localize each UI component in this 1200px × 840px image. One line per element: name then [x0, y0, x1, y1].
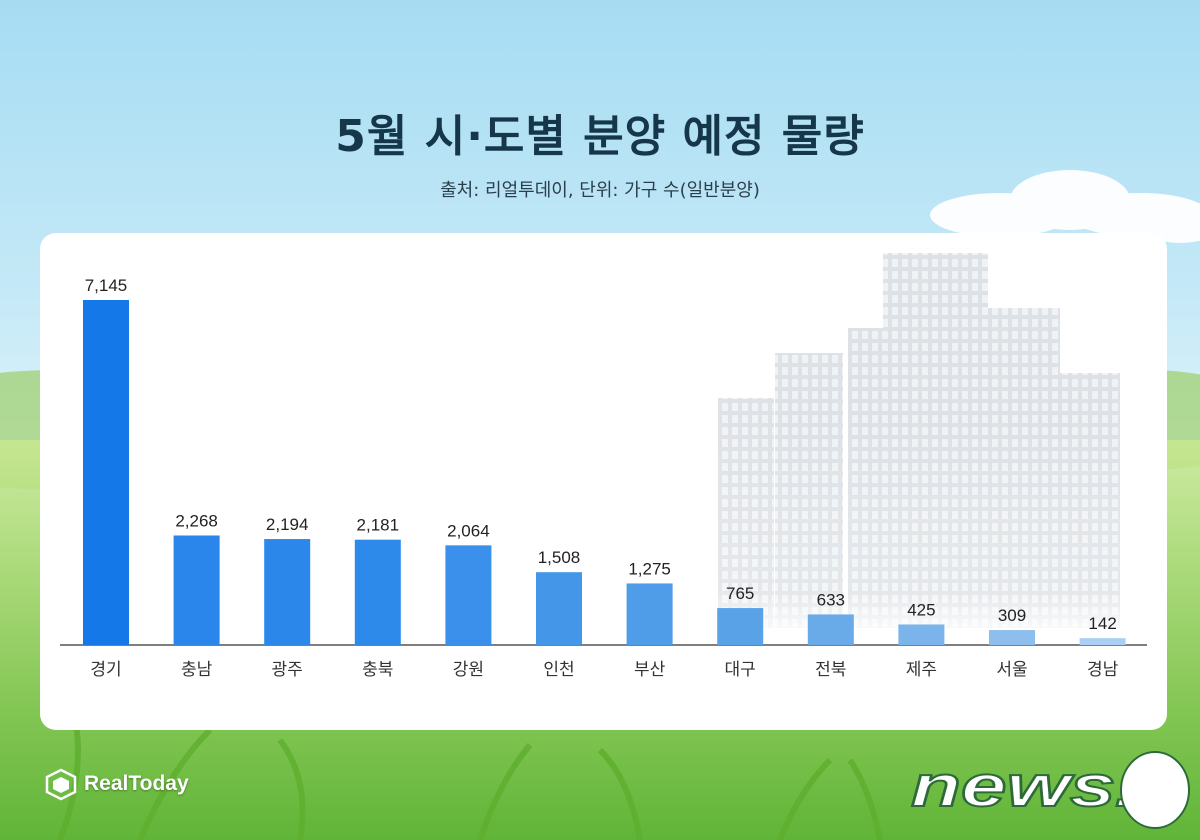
- bar-3: [264, 539, 311, 645]
- bar-11: [989, 630, 1035, 645]
- value-label-10: 425: [907, 600, 935, 619]
- chart-subtitle: 출처: 리얼투데이, 단위: 가구 수(일반분양): [440, 180, 760, 201]
- bar-12: [1079, 638, 1126, 645]
- category-label-3: 광주: [272, 660, 303, 680]
- value-label-8: 765: [726, 584, 754, 603]
- value-label-12: 142: [1088, 614, 1116, 633]
- bar-4: [354, 539, 401, 645]
- category-label-8: 대구: [725, 660, 756, 680]
- value-label-11: 309: [998, 606, 1026, 625]
- buildings-illustration: [680, 253, 1167, 643]
- bar-7: [626, 583, 673, 645]
- news1-logo-icon: [1120, 751, 1190, 829]
- category-label-9: 전북: [815, 660, 846, 680]
- category-label-7: 부산: [634, 660, 666, 680]
- bar-10: [898, 624, 945, 645]
- category-label-12: 경남: [1087, 660, 1119, 680]
- chart-title: 5월 시·도별 분양 예정 물량: [335, 111, 865, 162]
- chart-card: 7,145 경기 2,268 충남 2,194 광주 2,181 충북 2,064 강원 1,508…: [40, 233, 1167, 730]
- value-label-4: 2,181: [357, 516, 400, 535]
- value-label-3: 2,194: [266, 515, 309, 534]
- category-label-11: 서울: [996, 660, 1027, 680]
- value-label-6: 1,508: [538, 548, 581, 567]
- bar-chart: 7,145 경기 2,268 충남 2,194 광주 2,181 충북 2,064 강원 1,508…: [60, 276, 1147, 680]
- bar-5: [445, 545, 492, 645]
- value-label-9: 633: [817, 590, 845, 609]
- category-label-1: 경기: [90, 660, 121, 680]
- bar-6: [536, 572, 582, 645]
- realtoday-logo-text: RealToday: [84, 772, 189, 795]
- news1-logo: news1: [910, 751, 1190, 829]
- realtoday-logo: RealToday: [44, 766, 189, 802]
- bar-8: [717, 608, 764, 645]
- news1-logo-text: news1: [911, 754, 1161, 819]
- category-label-6: 인천: [543, 660, 574, 680]
- bar-9: [807, 614, 854, 645]
- category-label-5: 강원: [453, 660, 484, 680]
- value-label-1: 7,145: [85, 276, 128, 295]
- category-label-2: 충남: [181, 660, 213, 680]
- value-label-5: 2,064: [447, 521, 490, 540]
- bar-2: [173, 535, 220, 645]
- value-label-7: 1,275: [628, 559, 671, 578]
- category-label-4: 충북: [362, 660, 393, 680]
- bar-1: [83, 300, 129, 645]
- realtoday-logo-icon: [45, 768, 77, 801]
- category-label-10: 제주: [906, 660, 937, 680]
- value-label-2: 2,268: [175, 511, 218, 530]
